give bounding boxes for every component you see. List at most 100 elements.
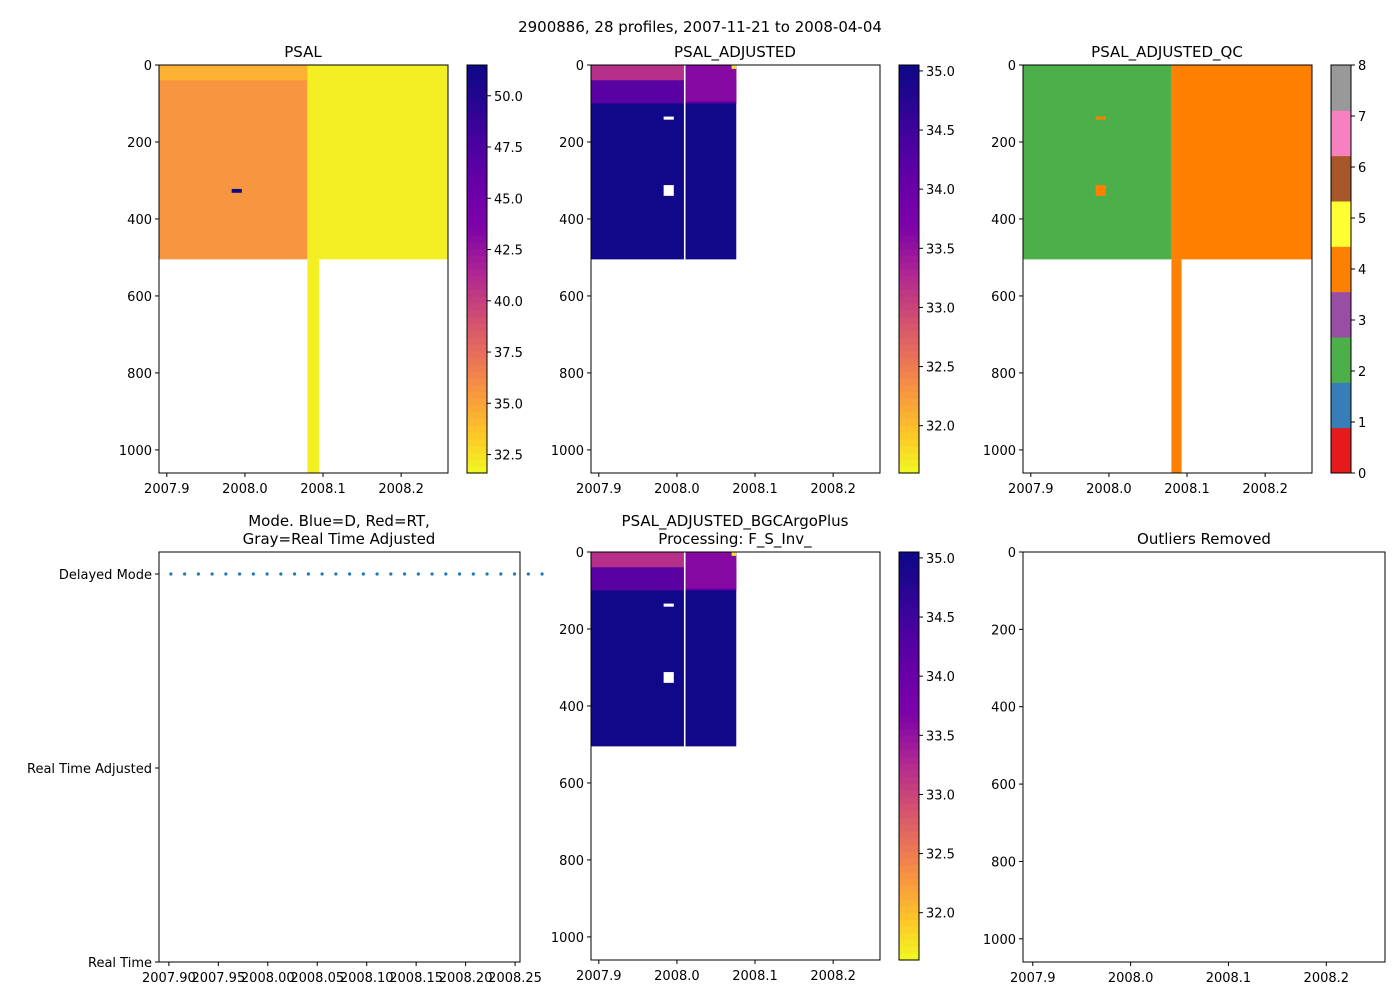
x-tick-label: 2008.1 <box>732 482 778 497</box>
colorbar-step <box>899 824 919 832</box>
colorbar-step <box>467 105 487 114</box>
colorbar-step <box>899 701 919 709</box>
x-tick-label: 2008.0 <box>654 482 700 497</box>
colorbar-step <box>467 85 487 93</box>
colorbar-step <box>899 892 919 900</box>
colorbar-step <box>899 459 919 467</box>
colorbar-step <box>899 105 919 114</box>
colorbar-step <box>899 694 919 703</box>
y-tick-label: 1000 <box>983 444 1016 459</box>
colorbar-step <box>467 133 487 141</box>
x-tick-label: 2008.00 <box>241 971 295 986</box>
colorbar-step <box>899 946 919 954</box>
colorbar-step <box>899 633 919 641</box>
colorbar-step <box>899 78 919 86</box>
y-tick-label: 800 <box>127 367 152 382</box>
mode-point <box>306 572 310 576</box>
colorbar-step <box>899 235 919 243</box>
colorbar-step <box>899 119 919 127</box>
colorbar-step <box>899 756 919 764</box>
heatmap-cell <box>307 259 320 473</box>
colorbar-step <box>467 364 487 372</box>
heatmap-cell <box>231 188 242 193</box>
colorbar-step <box>467 432 487 440</box>
colorbar-tick-label: 35.0 <box>926 65 955 80</box>
colorbar-step <box>467 248 487 256</box>
colorbar-tick-label: 6 <box>1358 161 1366 176</box>
colorbar-tick-label: 32.0 <box>926 907 955 922</box>
colorbar-tick-label: 7 <box>1358 110 1366 125</box>
panel-psal-adjusted-qc: PSAL_ADJUSTED_QC <box>1091 43 1243 62</box>
colorbar-step <box>899 99 919 107</box>
colorbar-step <box>899 599 919 607</box>
panel-title: Mode. Blue=D, Red=RT, <box>248 512 430 530</box>
colorbar-step <box>899 248 919 256</box>
colorbar-step <box>467 343 487 352</box>
colorbar-step <box>899 377 919 386</box>
colorbar-step <box>899 269 919 277</box>
panel-title: PSAL_ADJUSTED_QC <box>1091 43 1243 62</box>
plot-layer: 2007.9 2008.0 2008.1 2008.20200400600800100… <box>27 59 1386 986</box>
colorbar-step <box>467 221 487 229</box>
colorbar-step <box>899 405 919 413</box>
heatmap-cell <box>1171 65 1312 260</box>
panel-title: Outliers Removed <box>1137 530 1271 548</box>
colorbar-step <box>899 572 919 580</box>
y-tick-label: 1000 <box>551 931 584 946</box>
colorbar-tick-label: 34.0 <box>926 670 955 685</box>
colorbar-step <box>899 606 919 614</box>
colorbar-step <box>899 579 919 587</box>
colorbar-step <box>899 565 919 573</box>
colorbar-step <box>899 885 919 893</box>
colorbar-step <box>899 289 919 297</box>
mode-point <box>389 572 393 576</box>
category-label: Delayed Mode <box>59 568 152 583</box>
colorbar-step <box>467 377 487 386</box>
colorbar-step <box>899 180 919 188</box>
y-tick-label: 800 <box>559 854 584 869</box>
colorbar-step <box>899 898 919 907</box>
colorbar-step <box>467 296 487 304</box>
colorbar-step <box>899 953 919 961</box>
mode-point <box>430 572 434 576</box>
colorbar-step <box>899 275 919 284</box>
colorbar-step <box>467 439 487 447</box>
colorbar-tick-label: 34.5 <box>926 124 955 139</box>
mode-point <box>485 572 489 576</box>
colorbar-step <box>899 65 919 73</box>
x-tick-label: 2007.9 <box>1010 971 1056 986</box>
x-tick-label: 2008.0 <box>222 482 268 497</box>
colorbar-step <box>899 425 919 433</box>
colorbar-step <box>899 776 919 784</box>
colorbar-step <box>467 323 487 331</box>
heatmap-cell <box>159 65 308 260</box>
colorbar-tick-label: 33.5 <box>926 729 955 744</box>
colorbar-segment <box>1331 201 1351 247</box>
x-tick-label: 2008.2 <box>810 482 856 497</box>
colorbar-step <box>899 592 919 601</box>
colorbar-tick-label: 2 <box>1358 365 1366 380</box>
colorbar-step <box>899 207 919 216</box>
axes-frame <box>158 551 521 963</box>
colorbar-step <box>899 749 919 757</box>
y-tick-label: 400 <box>127 213 152 228</box>
x-tick-label: 2008.1 <box>1206 971 1252 986</box>
colorbar-step <box>899 817 919 825</box>
x-tick-label: 2008.1 <box>300 482 346 497</box>
colorbar-step <box>899 830 919 839</box>
x-tick-label: 2007.9 <box>576 969 622 984</box>
colorbar-step <box>467 398 487 406</box>
colorbar-step <box>899 126 919 134</box>
colorbar-step <box>899 613 919 621</box>
colorbar-step <box>467 112 487 120</box>
colorbar-tick-label: 5 <box>1358 212 1366 227</box>
colorbar-step <box>899 688 919 696</box>
y-tick-label: 800 <box>559 367 584 382</box>
colorbar-step <box>899 466 919 474</box>
colorbar-step <box>467 303 487 311</box>
colorbar-step <box>467 194 487 202</box>
mode-point <box>265 572 269 576</box>
x-tick-label: 2008.20 <box>439 971 493 986</box>
mode-point <box>292 572 297 576</box>
